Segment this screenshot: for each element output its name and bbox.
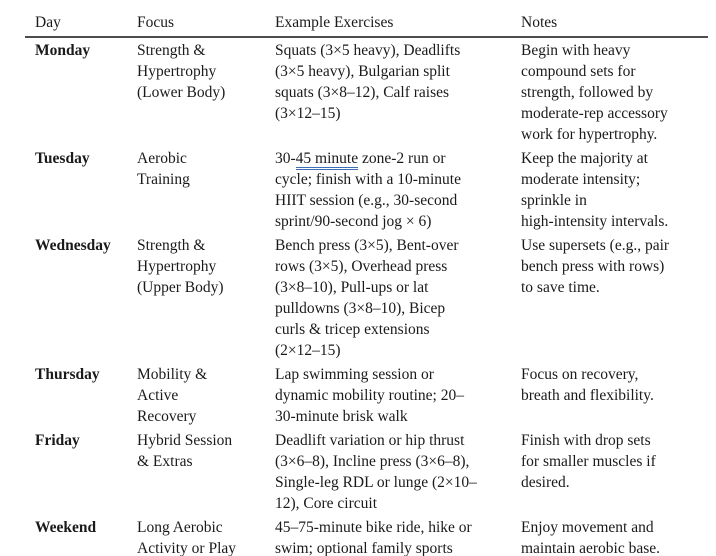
exercises-cell: Bench press (3×5), Bent-over rows (3×5),… xyxy=(265,233,511,362)
focus-cell: Mobility & Active Recovery xyxy=(127,362,265,428)
cell-text: Keep the majority at moderate intensity;… xyxy=(521,150,669,230)
notes-cell: Finish with drop sets for smaller muscle… xyxy=(511,428,708,515)
cell-text: Strength & Hypertrophy (Lower Body) xyxy=(137,42,226,101)
cell-text: Lap swimming session or dynamic mobility… xyxy=(275,366,464,425)
cell-text: 30- xyxy=(275,150,296,167)
table-body: Monday Strength & Hypertrophy (Lower Body… xyxy=(25,37,708,556)
cell-text: zone-2 run or cycle; finish with a 10-mi… xyxy=(275,150,461,230)
cell-text: Finish with drop sets for smaller muscle… xyxy=(521,432,656,491)
exercises-cell: Squats (3×5 heavy), Deadlifts (3×5 heavy… xyxy=(265,37,511,146)
focus-cell: Aerobic Training xyxy=(127,146,265,233)
cell-text: Enjoy movement and maintain aerobic base… xyxy=(521,519,661,556)
exercises-cell: 45–75-minute bike ride, hike or swim; op… xyxy=(265,515,511,556)
day-cell: Tuesday xyxy=(25,146,127,233)
table-row: Friday Hybrid Session & Extras Deadlift va… xyxy=(25,428,708,515)
grammar-underline-text: 45 minute xyxy=(295,150,359,170)
table-row: Tuesday Aerobic Training 30-45 minute zone… xyxy=(25,146,708,233)
exercises-cell: Lap swimming session or dynamic mobility… xyxy=(265,362,511,428)
focus-cell: Hybrid Session & Extras xyxy=(127,428,265,515)
cell-text: Hybrid Session & Extras xyxy=(137,432,233,470)
exercises-cell: 30-45 minute zone-2 run or cycle; finish… xyxy=(265,146,511,233)
notes-cell: Begin with heavy compound sets for stren… xyxy=(511,37,708,146)
cell-text: Aerobic Training xyxy=(137,150,190,188)
table-header-row: Day Focus Example Exercises Notes xyxy=(25,5,708,38)
cell-text: 45–75-minute bike ride, hike or swim; op… xyxy=(275,519,472,556)
focus-cell: Strength & Hypertrophy (Lower Body) xyxy=(127,37,265,146)
cell-text: Long Aerobic Activity or Play xyxy=(137,519,237,556)
cell-text: Squats (3×5 heavy), Deadlifts (3×5 heavy… xyxy=(275,42,461,122)
day-cell: Wednesday xyxy=(25,233,127,362)
notes-cell: Enjoy movement and maintain aerobic base… xyxy=(511,515,708,556)
notes-cell: Focus on recovery, breath and flexibilit… xyxy=(511,362,708,428)
day-cell: Weekend xyxy=(25,515,127,556)
cell-text: Thursday xyxy=(35,366,100,383)
cell-text: Begin with heavy compound sets for stren… xyxy=(521,42,668,143)
header-example-exercises: Example Exercises xyxy=(265,5,511,38)
focus-cell: Long Aerobic Activity or Play xyxy=(127,515,265,556)
header-day: Day xyxy=(25,5,127,38)
day-cell: Friday xyxy=(25,428,127,515)
cell-text: Strength & Hypertrophy (Upper Body) xyxy=(137,237,224,296)
cell-text: Mobility & Active Recovery xyxy=(137,366,208,425)
cell-text: Monday xyxy=(35,42,91,59)
header-focus: Focus xyxy=(127,5,265,38)
day-cell: Thursday xyxy=(25,362,127,428)
header-notes: Notes xyxy=(511,5,708,38)
table-row: Monday Strength & Hypertrophy (Lower Body… xyxy=(25,37,708,146)
focus-cell: Strength & Hypertrophy (Upper Body) xyxy=(127,233,265,362)
cell-text: Wednesday xyxy=(35,237,111,254)
workout-schedule-table: Day Focus Example Exercises Notes Monday… xyxy=(25,5,708,556)
cell-text: Weekend xyxy=(35,519,97,536)
cell-text: Bench press (3×5), Bent-over rows (3×5),… xyxy=(275,237,459,359)
exercises-cell: Deadlift variation or hip thrust (3×6–8)… xyxy=(265,428,511,515)
notes-cell: Keep the majority at moderate intensity;… xyxy=(511,146,708,233)
cell-text: Friday xyxy=(35,432,80,449)
table-row: Thursday Mobility & Active Recovery Lap sw… xyxy=(25,362,708,428)
cell-text: Focus on recovery, breath and flexibilit… xyxy=(521,366,654,404)
table-row: Weekend Long Aerobic Activity or Play 45–7… xyxy=(25,515,708,556)
cell-text: Deadlift variation or hip thrust (3×6–8)… xyxy=(275,432,477,512)
day-cell: Monday xyxy=(25,37,127,146)
cell-text: Use supersets (e.g., pair bench press wi… xyxy=(521,237,670,296)
cell-text: Tuesday xyxy=(35,150,90,167)
notes-cell: Use supersets (e.g., pair bench press wi… xyxy=(511,233,708,362)
table-row: Wednesday Strength & Hypertrophy (Upper B… xyxy=(25,233,708,362)
